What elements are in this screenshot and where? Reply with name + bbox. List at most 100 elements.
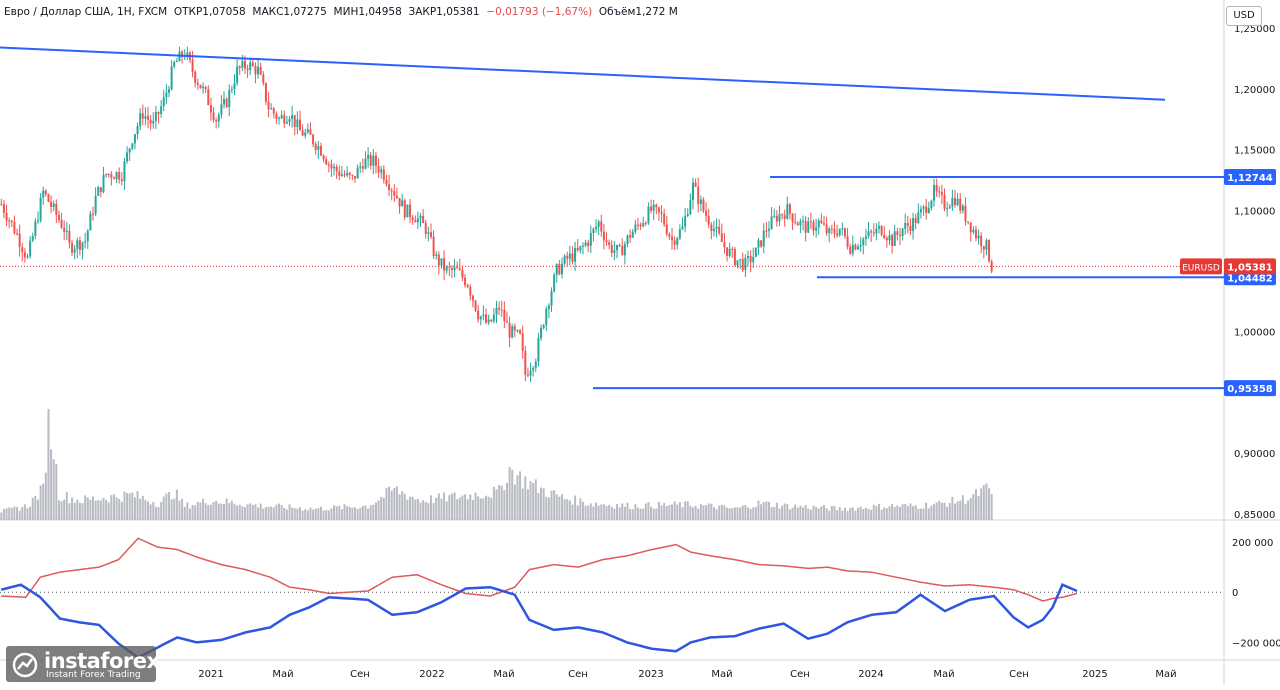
volume-bar	[786, 504, 789, 520]
volume-bar	[867, 509, 870, 520]
level-label-box	[1224, 168, 1276, 185]
candle-body	[571, 253, 574, 262]
candle-body	[773, 215, 776, 217]
candle-body	[618, 244, 621, 246]
volume-bar	[563, 499, 566, 520]
volume-bar	[574, 495, 577, 520]
volume-bar	[707, 503, 710, 520]
candle-body	[141, 113, 144, 119]
volume-bar	[10, 508, 13, 520]
candle-body	[359, 166, 362, 168]
volume-bar	[55, 464, 58, 520]
volume-bar	[917, 508, 920, 520]
volume-bar	[592, 506, 595, 520]
candle-body	[409, 204, 412, 218]
volume-bar	[390, 490, 393, 520]
volume-bar	[102, 498, 105, 520]
candle-body	[388, 184, 391, 191]
volume-bar	[160, 501, 163, 520]
volume-bar	[236, 505, 239, 520]
candle-body	[86, 230, 89, 242]
volume-bar	[988, 488, 991, 520]
candle-body	[495, 307, 498, 315]
candle-body	[259, 66, 262, 75]
candle-body	[257, 66, 260, 75]
candle-body	[859, 245, 862, 247]
volume-bar	[833, 505, 836, 520]
volume-bar	[86, 497, 89, 520]
candle-body	[671, 236, 674, 241]
candle-body	[160, 106, 163, 114]
volume-bar	[76, 499, 79, 520]
volume-bar	[429, 495, 432, 520]
volume-bar	[490, 497, 493, 520]
volume-bar	[361, 506, 364, 520]
candle-body	[595, 226, 598, 229]
volume-bar	[579, 498, 582, 520]
candle-body	[885, 238, 888, 241]
volume-bar	[275, 504, 278, 520]
volume-bar	[733, 507, 736, 520]
volume-bar	[584, 505, 587, 520]
candle-body	[482, 314, 485, 317]
volume-bar	[118, 499, 121, 520]
candle-body	[76, 240, 79, 249]
candle-body	[568, 253, 571, 259]
candle-body	[487, 319, 490, 323]
volume-bar	[147, 501, 150, 520]
candle-body	[930, 200, 933, 208]
candle-body	[581, 245, 584, 247]
volume-bar	[919, 508, 922, 520]
candle-body	[626, 235, 629, 245]
volume-bar	[29, 506, 32, 520]
candle-body	[919, 208, 922, 213]
volume-bar	[896, 505, 899, 520]
candle-body	[728, 248, 731, 256]
volume-bar	[560, 494, 563, 520]
volume-bar	[812, 505, 815, 520]
volume-bar	[608, 504, 611, 520]
volume-bar	[319, 506, 322, 520]
volume-bar	[775, 502, 778, 520]
candle-body	[223, 99, 226, 105]
volume-bar	[500, 485, 503, 520]
volume-bar	[181, 498, 184, 520]
volume-bar	[162, 496, 165, 520]
candle-body	[78, 240, 81, 250]
volume-bar	[233, 503, 236, 520]
price-tick-label: 1,25000	[1234, 24, 1275, 35]
candle-body	[92, 213, 95, 215]
volume-bar	[914, 505, 917, 520]
volume-bar	[534, 479, 537, 520]
volume-bar	[0, 512, 3, 520]
candle-body	[851, 244, 854, 254]
candle-body	[503, 309, 506, 322]
candle-body	[828, 228, 831, 234]
candle-body	[485, 314, 488, 323]
candle-body	[401, 200, 404, 207]
candle-body	[26, 256, 29, 258]
candle-body	[380, 169, 383, 173]
volume-bar	[644, 503, 647, 520]
candle-body	[131, 143, 134, 149]
candle-body	[199, 84, 202, 89]
candle-body	[946, 208, 949, 210]
volume-bar	[765, 501, 768, 520]
volume-bar	[843, 507, 846, 520]
volume-bar	[340, 509, 343, 520]
candle-body	[788, 204, 791, 214]
net-short-line	[0, 583, 1078, 659]
candle-body	[833, 229, 836, 234]
candle-body	[112, 177, 115, 180]
candle-body	[925, 206, 928, 213]
candle-body	[157, 112, 160, 114]
volume-bar	[959, 500, 962, 520]
volume-bar	[191, 504, 194, 520]
candle-body	[718, 226, 721, 234]
volume-bar	[600, 504, 603, 520]
candle-body	[288, 119, 291, 122]
currency-selector[interactable]: USD	[1226, 6, 1262, 26]
candle-body	[574, 248, 577, 262]
candle-body	[414, 220, 417, 223]
